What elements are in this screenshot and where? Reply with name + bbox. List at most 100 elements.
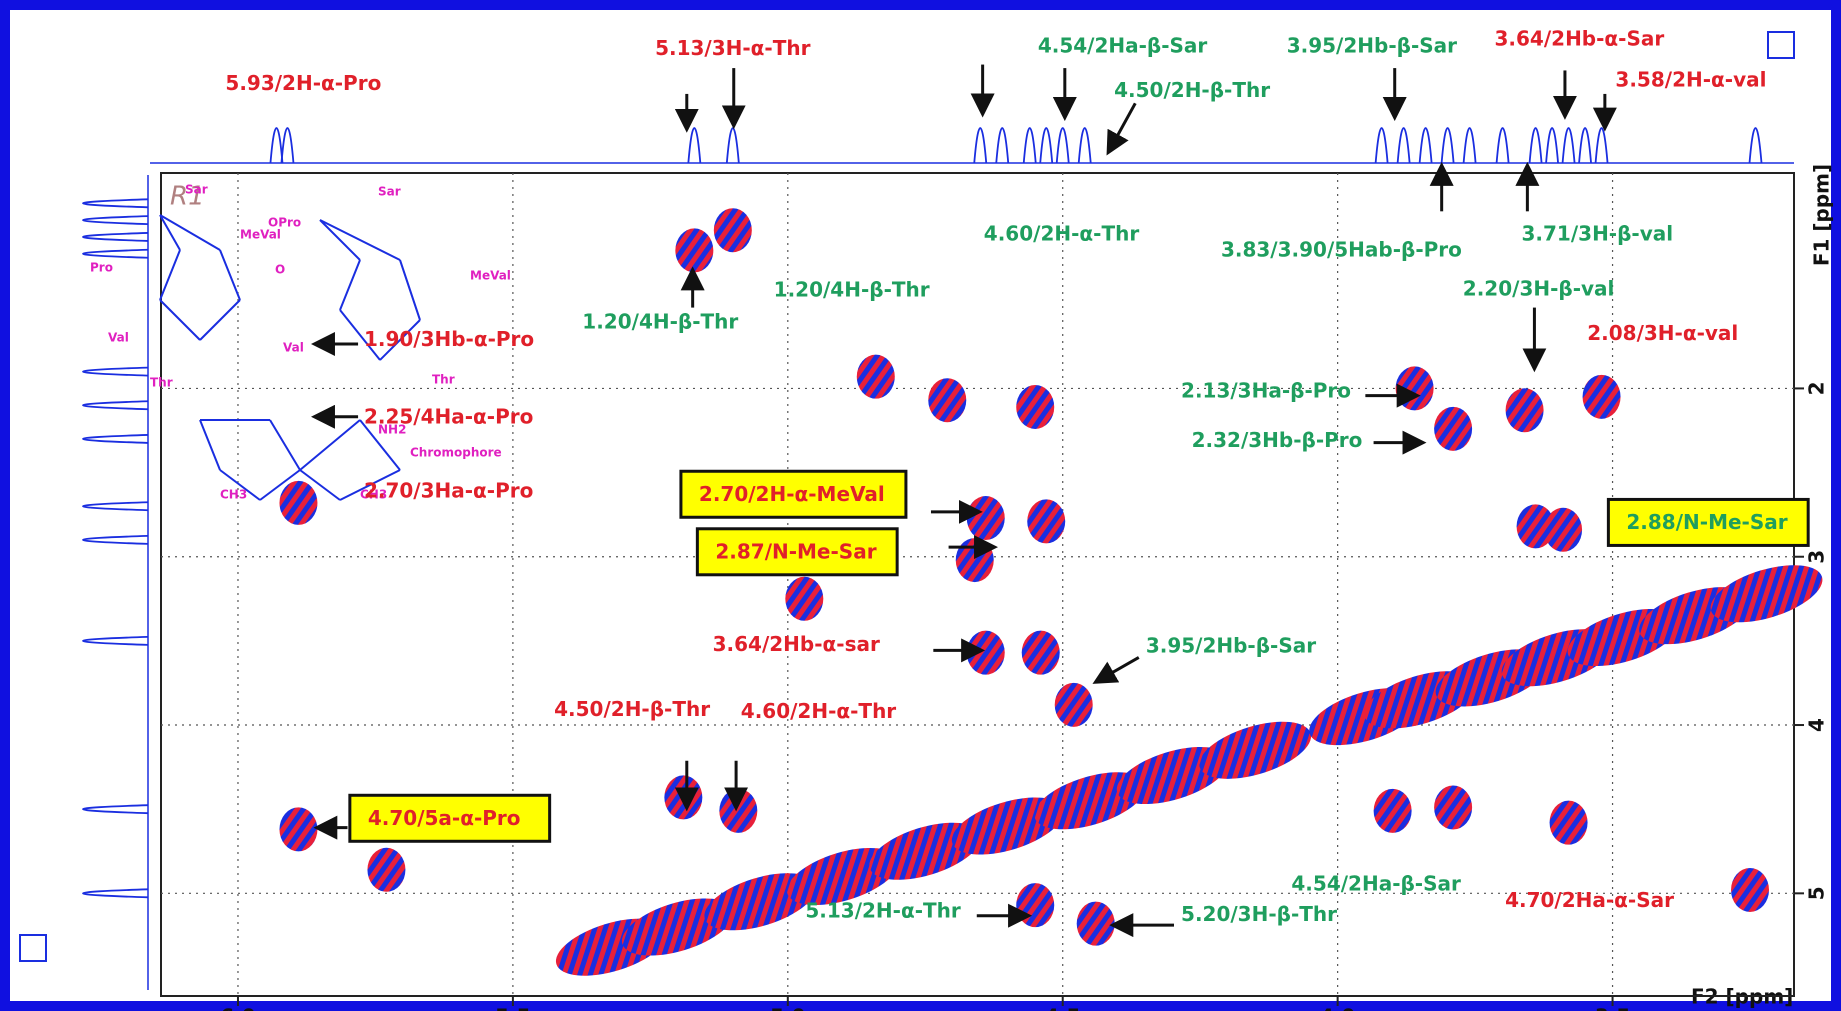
structure-bond xyxy=(319,219,401,261)
structure-bond xyxy=(269,419,301,471)
cross-peak xyxy=(1016,384,1055,429)
structure-bond xyxy=(359,419,401,471)
cross-peak xyxy=(1016,883,1055,928)
annotation: 5.20/3H-β-Thr xyxy=(1181,902,1337,926)
annotation: 4.54/2Ha-β-Sar xyxy=(1038,33,1208,57)
x-tick-label: 6.0 xyxy=(220,1005,255,1011)
projection-peak xyxy=(82,434,149,444)
annotation-box xyxy=(1606,497,1810,547)
annotation: 3.64/2Hb-α-Sar xyxy=(1495,26,1665,50)
cross-peak xyxy=(367,847,406,892)
projection-peak xyxy=(1495,127,1510,164)
structure-bond xyxy=(199,419,221,471)
projection-peak xyxy=(82,248,149,259)
annotation: 4.50/2H-β-Thr xyxy=(1114,78,1270,102)
projection-peak xyxy=(82,366,149,377)
annotation-box xyxy=(695,527,899,577)
projection-peak xyxy=(82,215,149,226)
annotation: 1.90/3Hb-α-Pro xyxy=(364,327,534,351)
cross-peak xyxy=(1027,499,1066,544)
cross-peak xyxy=(675,228,714,273)
projection-peak xyxy=(1748,127,1763,164)
structure-bond xyxy=(159,214,181,251)
structure-bond xyxy=(299,469,341,501)
y-tick-label: 3 xyxy=(1805,550,1829,564)
corner-label: R1 xyxy=(170,182,205,212)
diagonal-peak xyxy=(1199,721,1312,779)
annotation: 3.83/3.90/5Hab-β-Pro xyxy=(1221,238,1462,262)
structure-label: MeVal xyxy=(470,269,511,283)
cross-peak xyxy=(1582,374,1621,419)
cross-peak xyxy=(856,354,895,399)
structure-label: Sar xyxy=(185,183,208,197)
structure-bond xyxy=(379,319,421,361)
annotation: 2.20/3H-β-val xyxy=(1463,276,1615,300)
annotation: 1.20/4H-β-Thr xyxy=(774,278,930,302)
annotation: 2.70/3Ha-α-Pro xyxy=(364,478,533,502)
annotation-box xyxy=(679,469,908,519)
structure-bond xyxy=(259,469,301,501)
projection-peak xyxy=(82,232,149,242)
annotation: 1.20/4H-β-Thr xyxy=(582,309,738,333)
cross-peak xyxy=(785,576,824,621)
x-tick-label: 5.5 xyxy=(495,1005,530,1011)
annotation: 2.25/4Ha-α-Pro xyxy=(364,404,533,428)
annotation: 2.08/3H-α-val xyxy=(1587,321,1738,345)
structure-label: Thr xyxy=(432,373,455,387)
projection-peak xyxy=(1077,127,1092,164)
x-tick-label: 3.5 xyxy=(1595,1005,1630,1011)
cross-peak xyxy=(279,807,318,852)
annotation: 4.60/2H-α-Thr xyxy=(741,699,897,723)
cross-peak xyxy=(664,775,703,820)
arrow xyxy=(1106,102,1137,156)
projection-peak xyxy=(82,501,149,512)
projection-peak xyxy=(1561,127,1576,164)
structure-label: CH3 xyxy=(220,488,247,502)
y-tick-label: 4 xyxy=(1805,718,1829,732)
projection-peak xyxy=(82,400,149,411)
structure-bond xyxy=(159,299,201,341)
structure-bond xyxy=(319,219,361,261)
projection-peak xyxy=(82,888,149,899)
annotation: 4.70/5a-α-Pro xyxy=(368,806,521,830)
annotation: 4.60/2H-α-Thr xyxy=(984,221,1140,245)
projection-peak xyxy=(280,127,295,164)
projection-peak xyxy=(973,127,988,164)
cross-peak xyxy=(1054,682,1093,727)
corner-box xyxy=(19,934,47,962)
structure-label: O xyxy=(275,263,285,277)
annotation: 2.32/3Hb-β-Pro xyxy=(1192,428,1363,452)
x-tick-label: 5.0 xyxy=(770,1005,805,1011)
y-axis-label: F1 [ppm] xyxy=(1810,164,1834,266)
cross-peak xyxy=(1021,630,1060,675)
structure-label: Sar xyxy=(378,185,401,199)
cross-peak xyxy=(966,496,1005,541)
cross-peak xyxy=(1516,504,1555,549)
cross-peak xyxy=(719,788,758,833)
annotation: 5.93/2H-α-Pro xyxy=(225,71,381,95)
structure-label: Val xyxy=(283,341,304,355)
projection-peak xyxy=(1578,127,1592,164)
cross-peak xyxy=(1505,388,1544,433)
structure-bond xyxy=(159,249,181,301)
projection-peak xyxy=(1418,127,1433,164)
projection-peak xyxy=(1022,127,1037,164)
annotation: 2.88/N-Me-Sar xyxy=(1626,510,1787,534)
structure-label: MeVal xyxy=(240,228,281,242)
diagonal-peak xyxy=(1710,565,1823,623)
structure-bond xyxy=(219,469,261,501)
x-tick-label: 4.0 xyxy=(1320,1005,1355,1011)
annotation: 4.54/2Ha-β-Sar xyxy=(1291,872,1461,896)
annotation: 2.13/3Ha-β-Pro xyxy=(1181,379,1351,403)
y-tick-label: 2 xyxy=(1805,381,1829,395)
annotation: 3.58/2H-α-val xyxy=(1615,68,1766,92)
projection-peak xyxy=(1396,127,1411,164)
annotation: 4.50/2H-β-Thr xyxy=(554,697,710,721)
cross-peak xyxy=(1076,901,1115,946)
cross-peak xyxy=(928,378,967,423)
corner-box xyxy=(1767,31,1795,59)
annotation: 5.13/3H-α-Thr xyxy=(655,36,811,60)
structure-label: OPro xyxy=(268,216,301,230)
structure-label: Chromophore xyxy=(410,446,502,460)
